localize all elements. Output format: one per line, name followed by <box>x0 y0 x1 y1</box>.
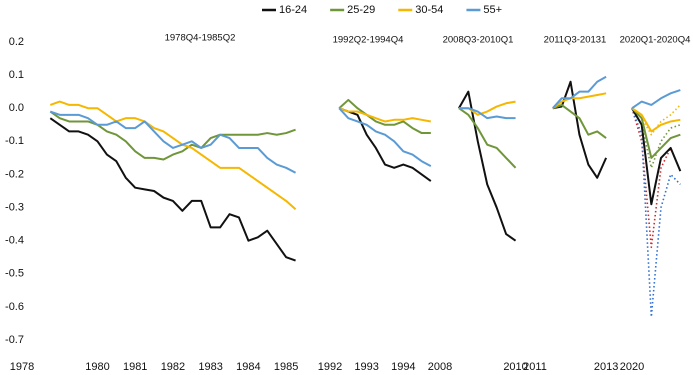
y-tick-label: -0.1 <box>5 135 24 147</box>
x-tick-label: 1978 <box>10 361 34 373</box>
legend-label: 55+ <box>483 4 502 16</box>
y-tick-label: 0.1 <box>9 69 24 81</box>
x-tick-label: 2010 <box>503 361 527 373</box>
legend-label: 25-29 <box>347 4 375 16</box>
series-line <box>338 107 432 182</box>
series-line <box>552 75 607 109</box>
series-line <box>49 110 297 174</box>
x-tick-label: 1982 <box>161 361 185 373</box>
x-tick-label: 2013 <box>594 361 618 373</box>
series-line <box>631 107 681 133</box>
x-tick-label: 1983 <box>198 361 222 373</box>
series-line <box>458 90 517 242</box>
x-tick-label: 2011 <box>523 361 547 373</box>
x-tick-label: 1992 <box>318 361 342 373</box>
series-line <box>631 89 681 110</box>
y-tick-label: 0.2 <box>9 36 24 48</box>
x-tick-label: 1994 <box>391 361 415 373</box>
series-line <box>631 107 681 159</box>
y-tick-label: -0.3 <box>5 201 24 213</box>
dotted-line <box>631 107 681 169</box>
y-tick-label: -0.5 <box>5 268 24 280</box>
legend-label: 30-54 <box>415 4 443 16</box>
y-tick-label: -0.7 <box>5 334 24 346</box>
y-tick-label: 0.0 <box>9 102 24 114</box>
x-tick-label: 2020 <box>620 361 644 373</box>
dotted-line <box>631 107 672 249</box>
x-tick-label: 1993 <box>354 361 378 373</box>
series-line <box>552 80 608 179</box>
series-line <box>631 107 682 206</box>
legend-label: 16-24 <box>279 4 307 16</box>
panel-title: 2008Q3-2010Q1 <box>443 35 514 46</box>
series-line <box>458 107 516 120</box>
series-line <box>552 103 607 139</box>
x-tick-label: 2008 <box>428 361 452 373</box>
series-line <box>49 110 296 161</box>
y-tick-label: -0.2 <box>5 168 24 180</box>
dotted-line <box>631 107 681 318</box>
panel-title: 1992Q2-1994Q4 <box>333 35 404 46</box>
panel-title: 2011Q3-20131 <box>544 35 607 46</box>
y-tick-label: -0.6 <box>5 301 24 313</box>
x-tick-label: 1981 <box>123 361 147 373</box>
x-tick-label: 1980 <box>85 361 109 373</box>
series-line <box>338 107 432 168</box>
series-line <box>338 107 432 123</box>
series-line <box>338 98 431 135</box>
panel-title: 2020Q1-2020Q4 <box>620 35 691 46</box>
x-tick-label: 1984 <box>236 361 260 373</box>
panel-title: 1978Q4-1985Q2 <box>165 33 236 44</box>
series-line <box>458 107 517 169</box>
y-tick-label: -0.4 <box>5 235 24 247</box>
series-line <box>552 92 607 110</box>
x-tick-label: 1985 <box>274 361 298 373</box>
series-line <box>49 117 296 262</box>
series-line <box>49 100 297 210</box>
